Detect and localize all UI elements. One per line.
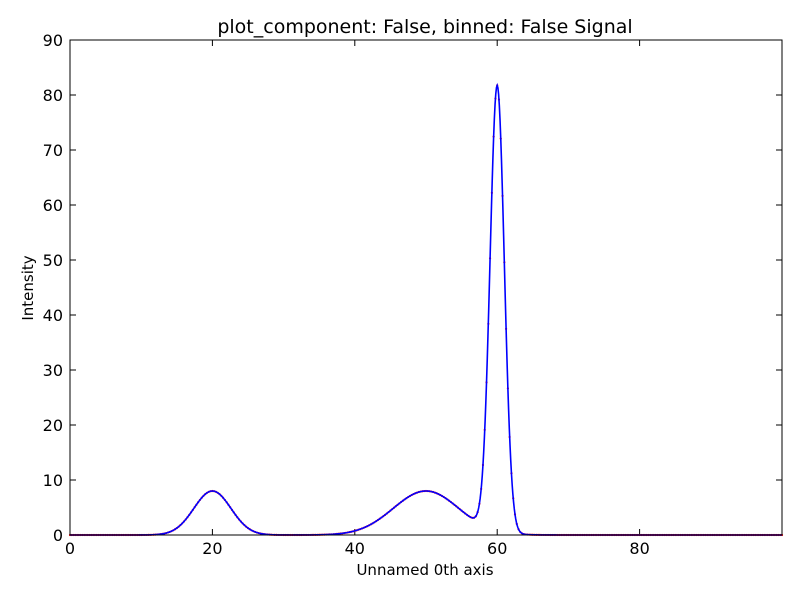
y-tick-label: 70	[43, 141, 63, 160]
y-tick-label: 40	[43, 306, 63, 325]
y-tick-label: 80	[43, 86, 63, 105]
y-tick-label: 60	[43, 196, 63, 215]
ticks-layer: 0 20 40 60 80 0 10 20 30 40 50 60 70 80 90	[43, 31, 782, 558]
series-layer	[68, 82, 784, 537]
x-tick-label: 0	[65, 539, 75, 558]
x-tick-label: 60	[487, 539, 507, 558]
y-tick-label: 20	[43, 416, 63, 435]
plot-frame	[69, 39, 783, 536]
x-tick-label: 40	[345, 539, 365, 558]
y-tick-label: 0	[53, 526, 63, 545]
chart-title: plot_component: False, binned: False Sig…	[217, 16, 632, 38]
x-tick-label: 80	[629, 539, 649, 558]
series-red-points	[68, 84, 784, 537]
series-blue-line	[70, 82, 782, 536]
y-tick-label: 10	[43, 471, 63, 490]
y-axis-title: Intensity	[19, 255, 37, 320]
y-tick-label: 30	[43, 361, 63, 380]
y-tick-label: 50	[43, 251, 63, 270]
x-tick-label: 20	[202, 539, 222, 558]
y-tick-label: 90	[43, 31, 63, 50]
x-axis-title: Unnamed 0th axis	[356, 561, 493, 579]
